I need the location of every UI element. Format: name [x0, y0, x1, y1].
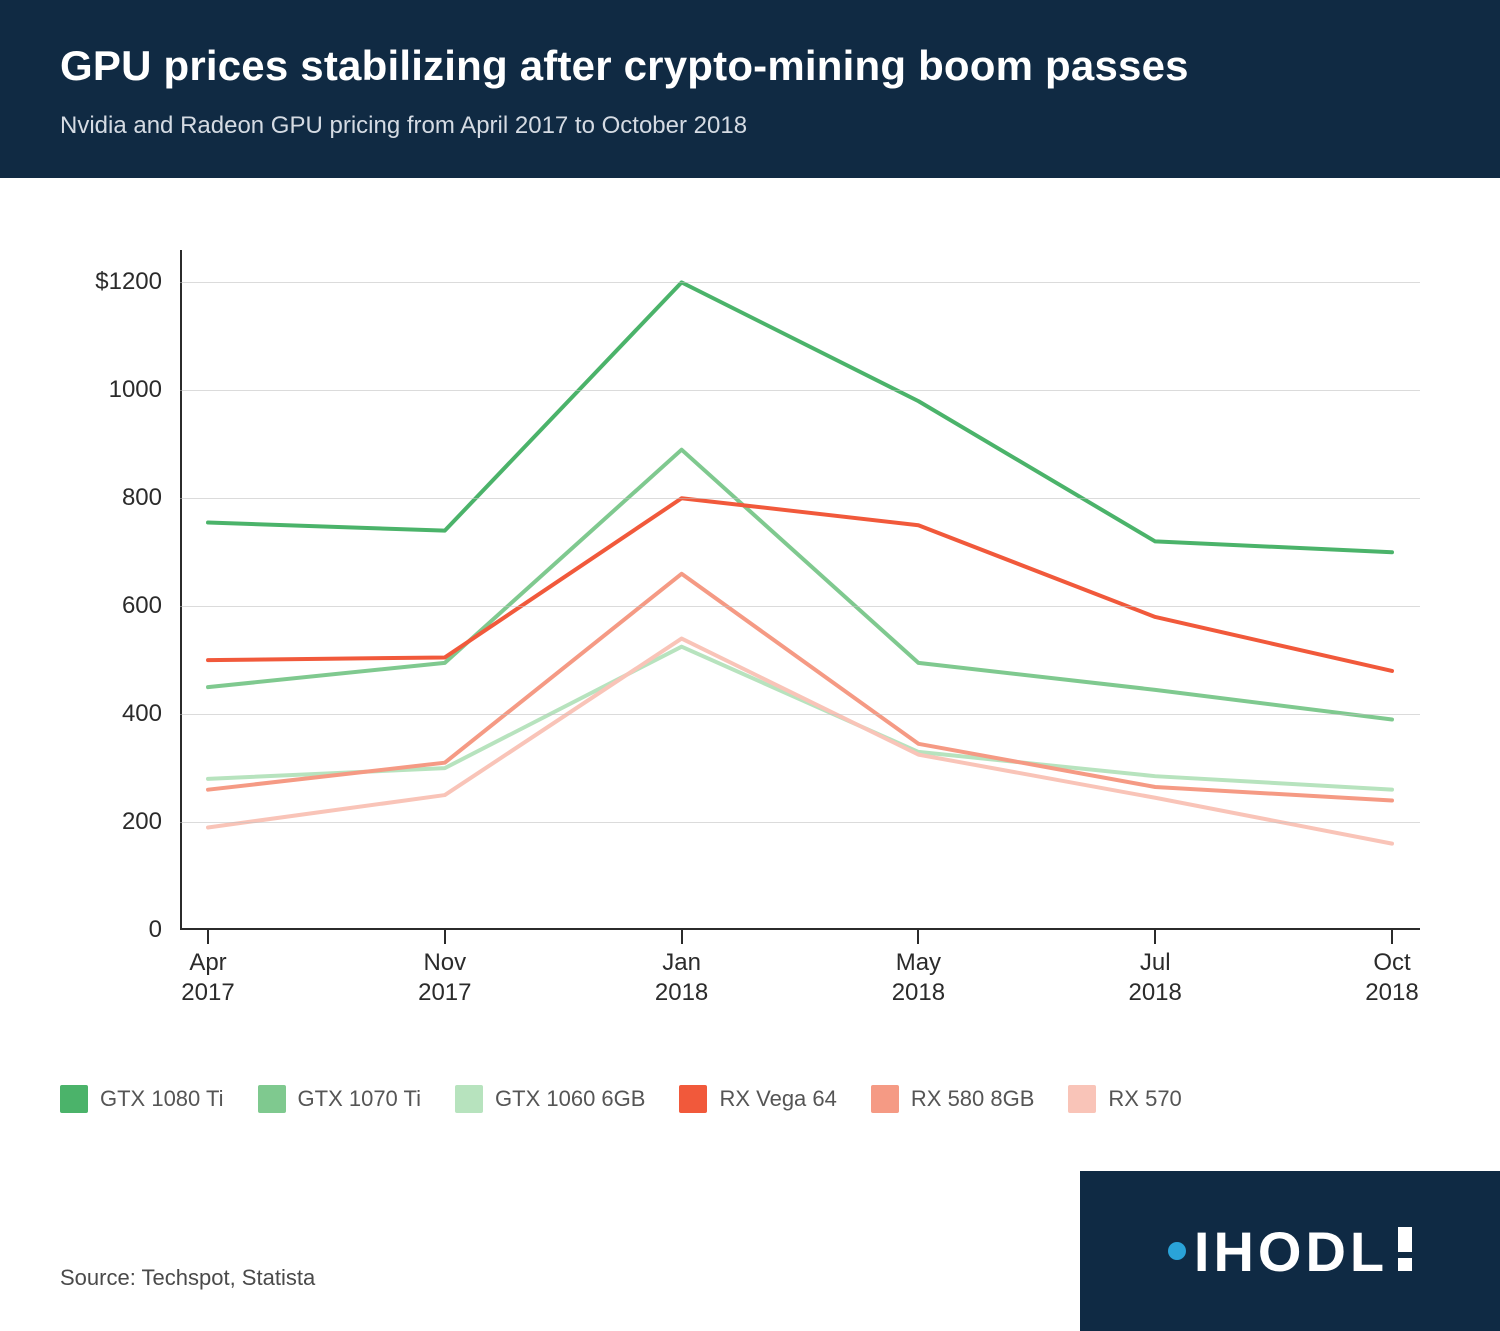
x-tick-mark	[1391, 930, 1393, 944]
chart-title: GPU prices stabilizing after crypto-mini…	[60, 42, 1440, 90]
series-line	[208, 574, 1392, 801]
gridline	[180, 822, 1420, 823]
gridline	[180, 498, 1420, 499]
legend-swatch	[679, 1085, 707, 1113]
x-tick-mark	[681, 930, 683, 944]
legend-label: RX 570	[1108, 1086, 1181, 1112]
x-tick-mark	[207, 930, 209, 944]
x-tick-label: Nov2017	[375, 948, 515, 1008]
legend-swatch	[1068, 1085, 1096, 1113]
legend-label: GTX 1080 Ti	[100, 1086, 224, 1112]
chart-area: 0 200 400 600 800 1000 $1200 Apr2017 Nov2017 Jan2…	[60, 230, 1440, 1050]
y-tick-label: 600	[122, 592, 162, 620]
legend-label: RX 580 8GB	[911, 1086, 1035, 1112]
x-tick-mark	[1154, 930, 1156, 944]
line-series-svg	[180, 250, 1420, 930]
legend-label: GTX 1070 Ti	[298, 1086, 422, 1112]
brand-logo: IHODL	[1168, 1219, 1412, 1284]
gridline	[180, 390, 1420, 391]
gridline	[180, 282, 1420, 283]
legend-item: GTX 1080 Ti	[60, 1085, 224, 1113]
x-tick-label: Jul2018	[1085, 948, 1225, 1008]
legend-label: RX Vega 64	[719, 1086, 836, 1112]
legend-swatch	[455, 1085, 483, 1113]
y-tick-label: 1000	[109, 376, 162, 404]
x-tick-label: Apr2017	[138, 948, 278, 1008]
x-tick-label: Oct2018	[1322, 948, 1462, 1008]
brand-dot-icon	[1168, 1242, 1186, 1260]
gridline	[180, 606, 1420, 607]
legend-swatch	[60, 1085, 88, 1113]
header: GPU prices stabilizing after crypto-mini…	[0, 0, 1500, 178]
legend-item: GTX 1060 6GB	[455, 1085, 645, 1113]
x-tick-label: Jan2018	[612, 948, 752, 1008]
series-line	[208, 450, 1392, 720]
legend-item: RX Vega 64	[679, 1085, 836, 1113]
x-tick-label: May2018	[848, 948, 988, 1008]
x-tick-mark	[917, 930, 919, 944]
legend: GTX 1080 Ti GTX 1070 Ti GTX 1060 6GB RX Veg…	[60, 1085, 1440, 1113]
plot-area: 02004006008001000$1200Apr2017Nov2017Jan2…	[180, 250, 1420, 930]
x-tick-mark	[444, 930, 446, 944]
legend-swatch	[258, 1085, 286, 1113]
chart-card: GPU prices stabilizing after crypto-mini…	[0, 0, 1500, 1331]
legend-item: RX 580 8GB	[871, 1085, 1035, 1113]
brand-badge: IHODL	[1080, 1171, 1500, 1331]
y-tick-label: $1200	[95, 268, 162, 296]
legend-item: GTX 1070 Ti	[258, 1085, 422, 1113]
y-tick-label: 200	[122, 808, 162, 836]
chart-subtitle: Nvidia and Radeon GPU pricing from April…	[60, 112, 1440, 140]
gridline	[180, 714, 1420, 715]
legend-label: GTX 1060 6GB	[495, 1086, 645, 1112]
y-tick-label: 0	[149, 916, 162, 944]
series-line	[208, 498, 1392, 671]
y-tick-label: 400	[122, 700, 162, 728]
brand-stop-icon	[1398, 1227, 1412, 1271]
brand-text: IHODL	[1194, 1219, 1388, 1284]
legend-item: RX 570	[1068, 1085, 1181, 1113]
source-attribution: Source: Techspot, Statista	[60, 1265, 315, 1291]
legend-swatch	[871, 1085, 899, 1113]
y-tick-label: 800	[122, 484, 162, 512]
